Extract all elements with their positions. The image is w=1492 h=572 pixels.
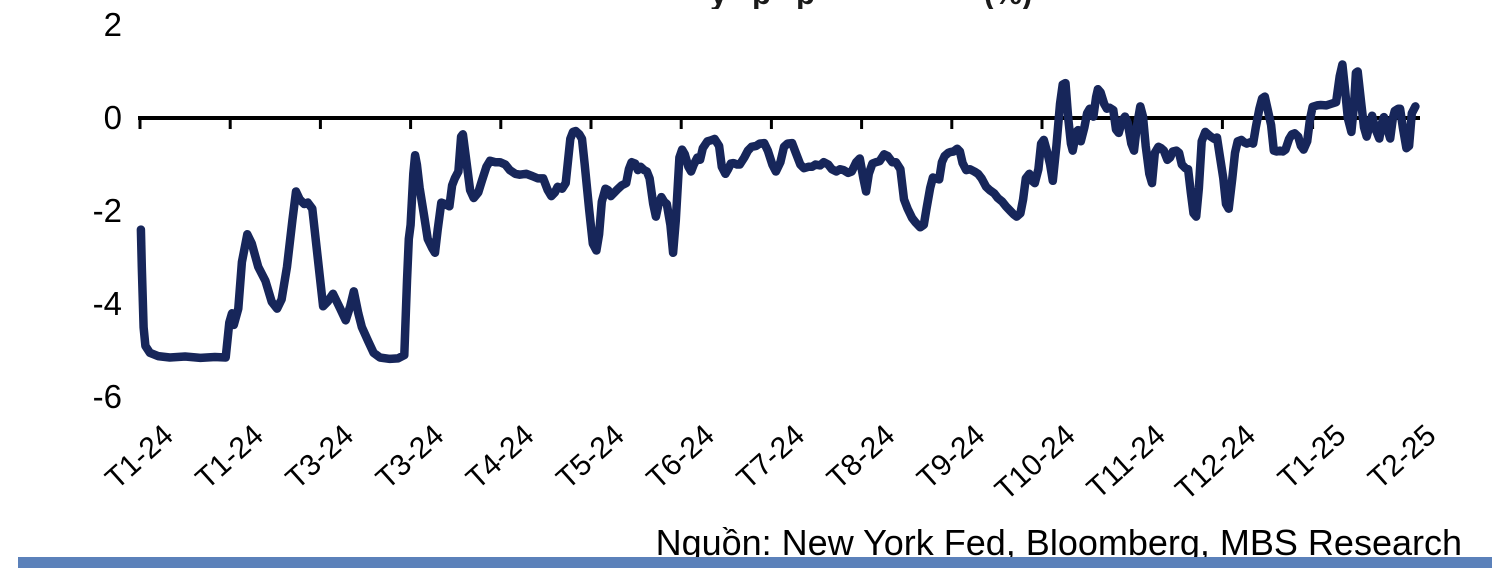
title-glyph-fragment: p: [752, 0, 771, 9]
y-tick-label: 0: [104, 99, 122, 136]
x-tick-label: T1-24: [99, 419, 179, 496]
series-line: [136, 60, 1420, 364]
chart-title-clipped: y p p (%): [0, 0, 1492, 9]
title-glyph-fragment: (%): [984, 0, 1032, 9]
source-note: Nguồn: New York Fed, Bloomberg, MBS Rese…: [655, 522, 1462, 563]
x-tick-label: T1-25: [1272, 419, 1352, 496]
x-tick-label: T1-24: [190, 419, 270, 496]
x-tick-label: T11-24: [1081, 419, 1172, 506]
x-tick-label: T6-24: [641, 419, 721, 496]
x-tick-label: T2-25: [1362, 419, 1442, 496]
title-glyph-fragment: p: [796, 0, 815, 9]
title-glyph-fragment: y: [710, 0, 727, 9]
x-tick-label: T3-24: [280, 419, 360, 496]
y-tick-label: -6: [93, 378, 122, 415]
x-tick-label: T3-24: [370, 419, 450, 496]
y-tick-label: -4: [93, 285, 122, 322]
footer-accent-bar: [18, 557, 1492, 568]
x-tick-label: T7-24: [731, 419, 811, 496]
x-tick-label: T10-24: [989, 419, 1082, 507]
y-tick-label: -2: [93, 192, 122, 229]
y-tick-label: 2: [104, 6, 122, 43]
x-tick-label: T8-24: [821, 419, 901, 496]
x-tick-label: T9-24: [911, 419, 991, 496]
x-tick-label: T5-24: [550, 419, 630, 496]
x-tick-label: T4-24: [460, 419, 540, 496]
x-tick-label: T12-24: [1169, 419, 1262, 507]
